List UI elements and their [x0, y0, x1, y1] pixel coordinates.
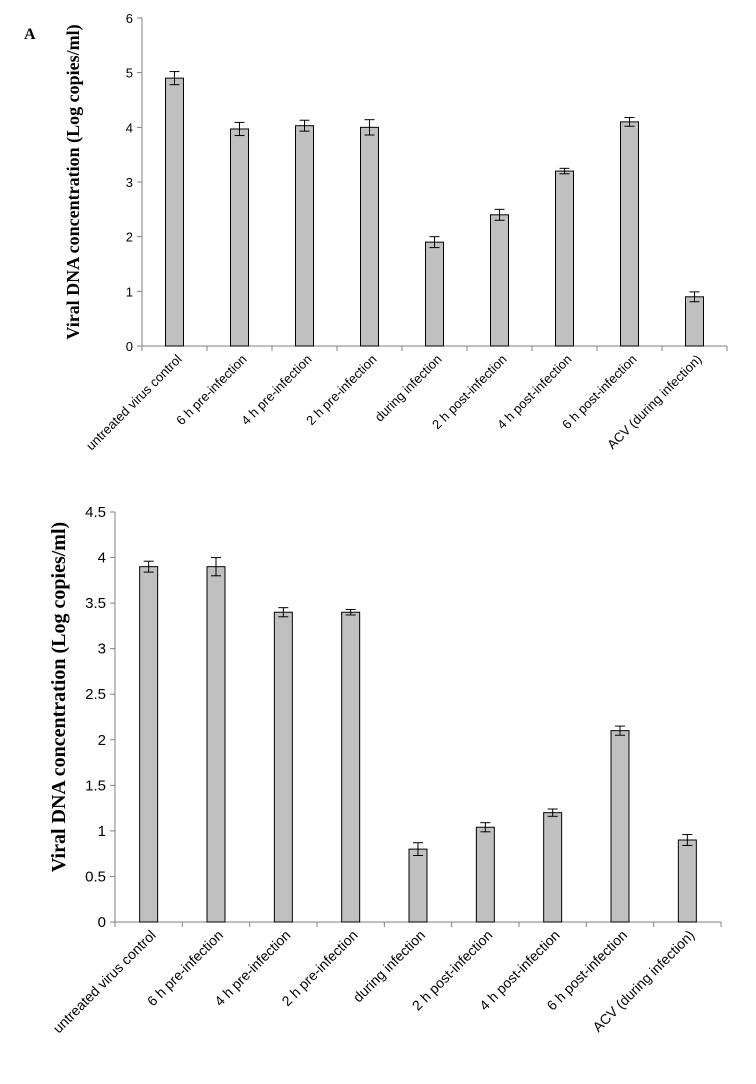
chart-a: A Viral DNA concentration (Log copies/ml… [24, 11, 728, 453]
bar-b-7 [610, 730, 630, 923]
error-bar-b-4 [413, 842, 423, 856]
bar-a-3 [360, 126, 379, 347]
error-bar-b-1 [211, 557, 221, 577]
bar-b-6 [543, 812, 563, 923]
error-bar-a-2 [299, 119, 310, 132]
chart-b: B Viral DNA concentration (Log copies/ml… [48, 504, 722, 1036]
error-bar-b-0 [143, 560, 154, 573]
error-bar-b-5 [480, 822, 491, 833]
bar-b-5 [475, 826, 495, 923]
x-tick-label: during infection [372, 352, 445, 425]
y-tick-label: 1 [126, 284, 133, 299]
y-tick-label: 0 [98, 914, 106, 931]
y-tick-label: 2.5 [85, 686, 106, 703]
error-bar-a-5 [494, 208, 505, 221]
error-bar-a-1 [234, 121, 245, 137]
x-tick-label: untreated virus control [50, 927, 159, 1036]
y-tick-label: 4 [126, 120, 133, 135]
error-bar-b-8 [682, 834, 693, 846]
bar-b-8 [677, 839, 697, 923]
error-bar-b-3 [345, 608, 356, 616]
panel-label-a: A [24, 26, 36, 43]
x-tick-label: untreated virus control [83, 351, 185, 453]
bar-a-4 [425, 241, 444, 347]
y-tick-label: 0.5 [85, 868, 106, 885]
plot-area-b: 0 0.5 1 1.5 2 2.5 3 3.5 4 4.5 untreated virus cont… [50, 504, 722, 1036]
error-bar-a-0 [169, 71, 180, 86]
error-bar-b-6 [547, 808, 558, 817]
y-tick-label: 3 [126, 175, 133, 190]
error-bar-a-4 [429, 236, 440, 249]
error-bar-a-8 [689, 291, 700, 303]
bar-a-5 [490, 214, 509, 347]
error-bar-a-3 [364, 119, 375, 136]
y-tick-label: 2 [126, 230, 133, 245]
y-tick-label: 1 [98, 823, 106, 840]
bar-b-1 [206, 566, 226, 923]
y-axis-label-a: Viral DNA concentration (Log copies/ml) [63, 24, 84, 339]
y-tick-label: 3 [98, 641, 106, 658]
x-tick-label: 2 h pre-infection [303, 352, 380, 429]
bar-b-2 [273, 611, 293, 923]
y-tick-label: 6 [126, 11, 133, 26]
bar-a-8 [685, 296, 704, 347]
bar-a-1 [230, 128, 249, 347]
y-tick-label: 4 [98, 550, 106, 567]
y-tick-label: 2 [98, 732, 106, 749]
bar-a-7 [620, 121, 639, 347]
y-axis-label-b: Viral DNA concentration (Log copies/ml) [48, 522, 70, 872]
y-tick-label: 3.5 [85, 595, 106, 612]
y-tick-label: 1.5 [85, 777, 106, 794]
error-bar-b-7 [615, 725, 625, 736]
error-bar-a-6 [559, 167, 570, 175]
error-bar-a-7 [624, 116, 635, 127]
bar-b-0 [139, 566, 159, 923]
bar-b-4 [408, 848, 428, 923]
bar-a-2 [295, 125, 314, 347]
bar-a-0 [165, 77, 184, 347]
bar-a-6 [555, 170, 574, 347]
error-bar-b-2 [278, 607, 289, 618]
bar-b-3 [341, 611, 361, 923]
y-tick-label: 5 [126, 66, 133, 81]
y-tick-label: 0 [126, 339, 133, 354]
y-tick-label: 4.5 [85, 504, 106, 521]
